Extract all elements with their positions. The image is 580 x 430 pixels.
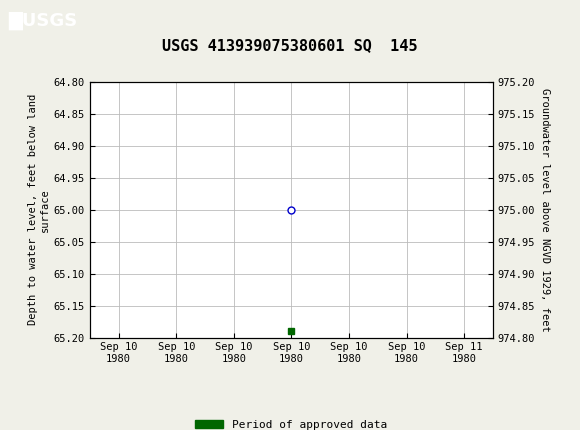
Y-axis label: Depth to water level, feet below land
surface: Depth to water level, feet below land su… — [28, 94, 50, 325]
Legend: Period of approved data: Period of approved data — [191, 415, 392, 430]
Y-axis label: Groundwater level above NGVD 1929, feet: Groundwater level above NGVD 1929, feet — [539, 88, 549, 332]
Text: █USGS: █USGS — [9, 11, 78, 30]
Text: USGS 413939075380601 SQ  145: USGS 413939075380601 SQ 145 — [162, 38, 418, 52]
